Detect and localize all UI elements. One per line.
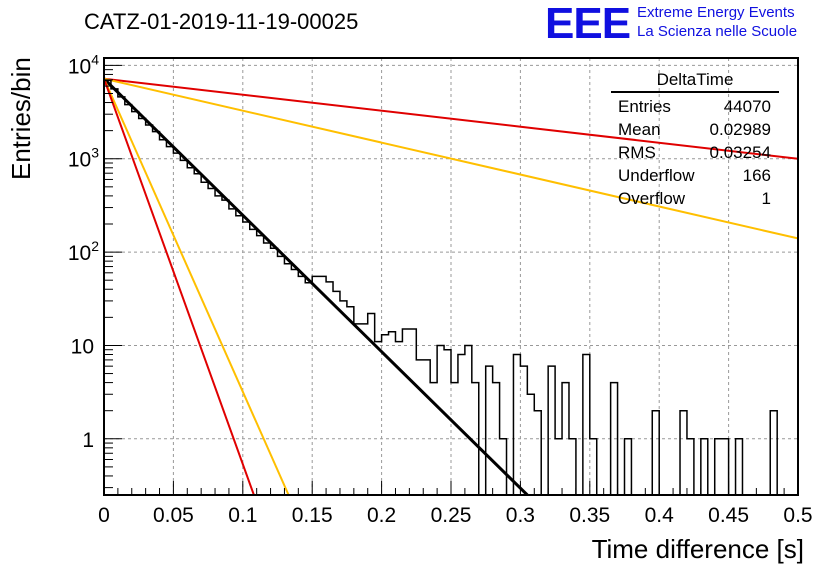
stats-value: 1 (761, 189, 771, 208)
y-axis-label: Entries/bin (6, 57, 36, 180)
histogram (104, 79, 778, 495)
stats-row-mean: Mean 0.02989 (611, 118, 779, 141)
x-tick-labels: 0 0.05 0.1 0.15 0.2 0.25 0.3 0.35 0.4 0.45 0.5 (98, 504, 812, 527)
y-tick-labels: 1 10 102 103 104 (68, 51, 99, 451)
x-tick-label: 0.5 (783, 504, 812, 527)
logo-caption-line1: Extreme Energy Events (637, 4, 795, 21)
y-tick-label: 103 (68, 145, 99, 172)
stats-label: Mean (618, 120, 661, 139)
x-tick-label: 0 (98, 504, 110, 527)
y-tick-label: 102 (68, 238, 99, 265)
x-axis-label: Time difference [s] (591, 534, 804, 564)
eee-logo: EEE (545, 0, 631, 48)
logo-caption-line2: La Scienza nelle Scuole (637, 23, 798, 40)
x-tick-label: 0.15 (292, 504, 333, 527)
fit-line (104, 77, 529, 495)
x-tick-label: 0.35 (569, 504, 610, 527)
stats-value: 0.02989 (709, 120, 771, 139)
x-tick-label: 0.4 (645, 504, 675, 527)
fit-line (104, 77, 798, 160)
histogram-outline (104, 79, 778, 495)
stats-row-entries: Entries 44070 (611, 95, 779, 118)
x-tick-label: 0.45 (708, 504, 749, 527)
stats-value: 166 (742, 166, 771, 185)
chart-title: CATZ-01-2019-11-19-00025 (84, 9, 359, 34)
fit-line (104, 77, 798, 240)
fit-line (104, 78, 290, 495)
stats-row-overflow: Overflow 1 (611, 187, 779, 210)
stats-row-underflow: Underflow 166 (611, 164, 779, 187)
y-tick-label: 1 (82, 429, 94, 452)
stats-label: Underflow (618, 166, 695, 185)
stats-label: Entries (618, 97, 671, 116)
x-tick-label: 0.2 (367, 504, 396, 527)
logo-caption: Extreme Energy Events La Scienza nelle S… (637, 3, 797, 41)
stats-value: 0.03254 (709, 143, 771, 162)
x-tick-label: 0.25 (431, 504, 472, 527)
x-tick-label: 0.1 (228, 504, 257, 527)
x-tick-label: 0.05 (153, 504, 194, 527)
stats-row-rms: RMS 0.03254 (611, 141, 779, 164)
grid-lines (104, 58, 798, 495)
fit-line (104, 78, 255, 495)
y-tick-label: 104 (68, 51, 99, 78)
y-tick-label: 10 (71, 335, 94, 358)
stats-label: RMS (618, 143, 656, 162)
x-tick-label: 0.3 (506, 504, 535, 527)
stats-value: 44070 (723, 97, 771, 116)
fit-lines (104, 77, 798, 495)
stats-label: Overflow (618, 189, 686, 208)
axis-ticks (103, 64, 799, 495)
stats-box: DeltaTime Entries 44070 Mean 0.02989 RMS… (611, 70, 779, 210)
stats-title: DeltaTime (611, 70, 779, 93)
